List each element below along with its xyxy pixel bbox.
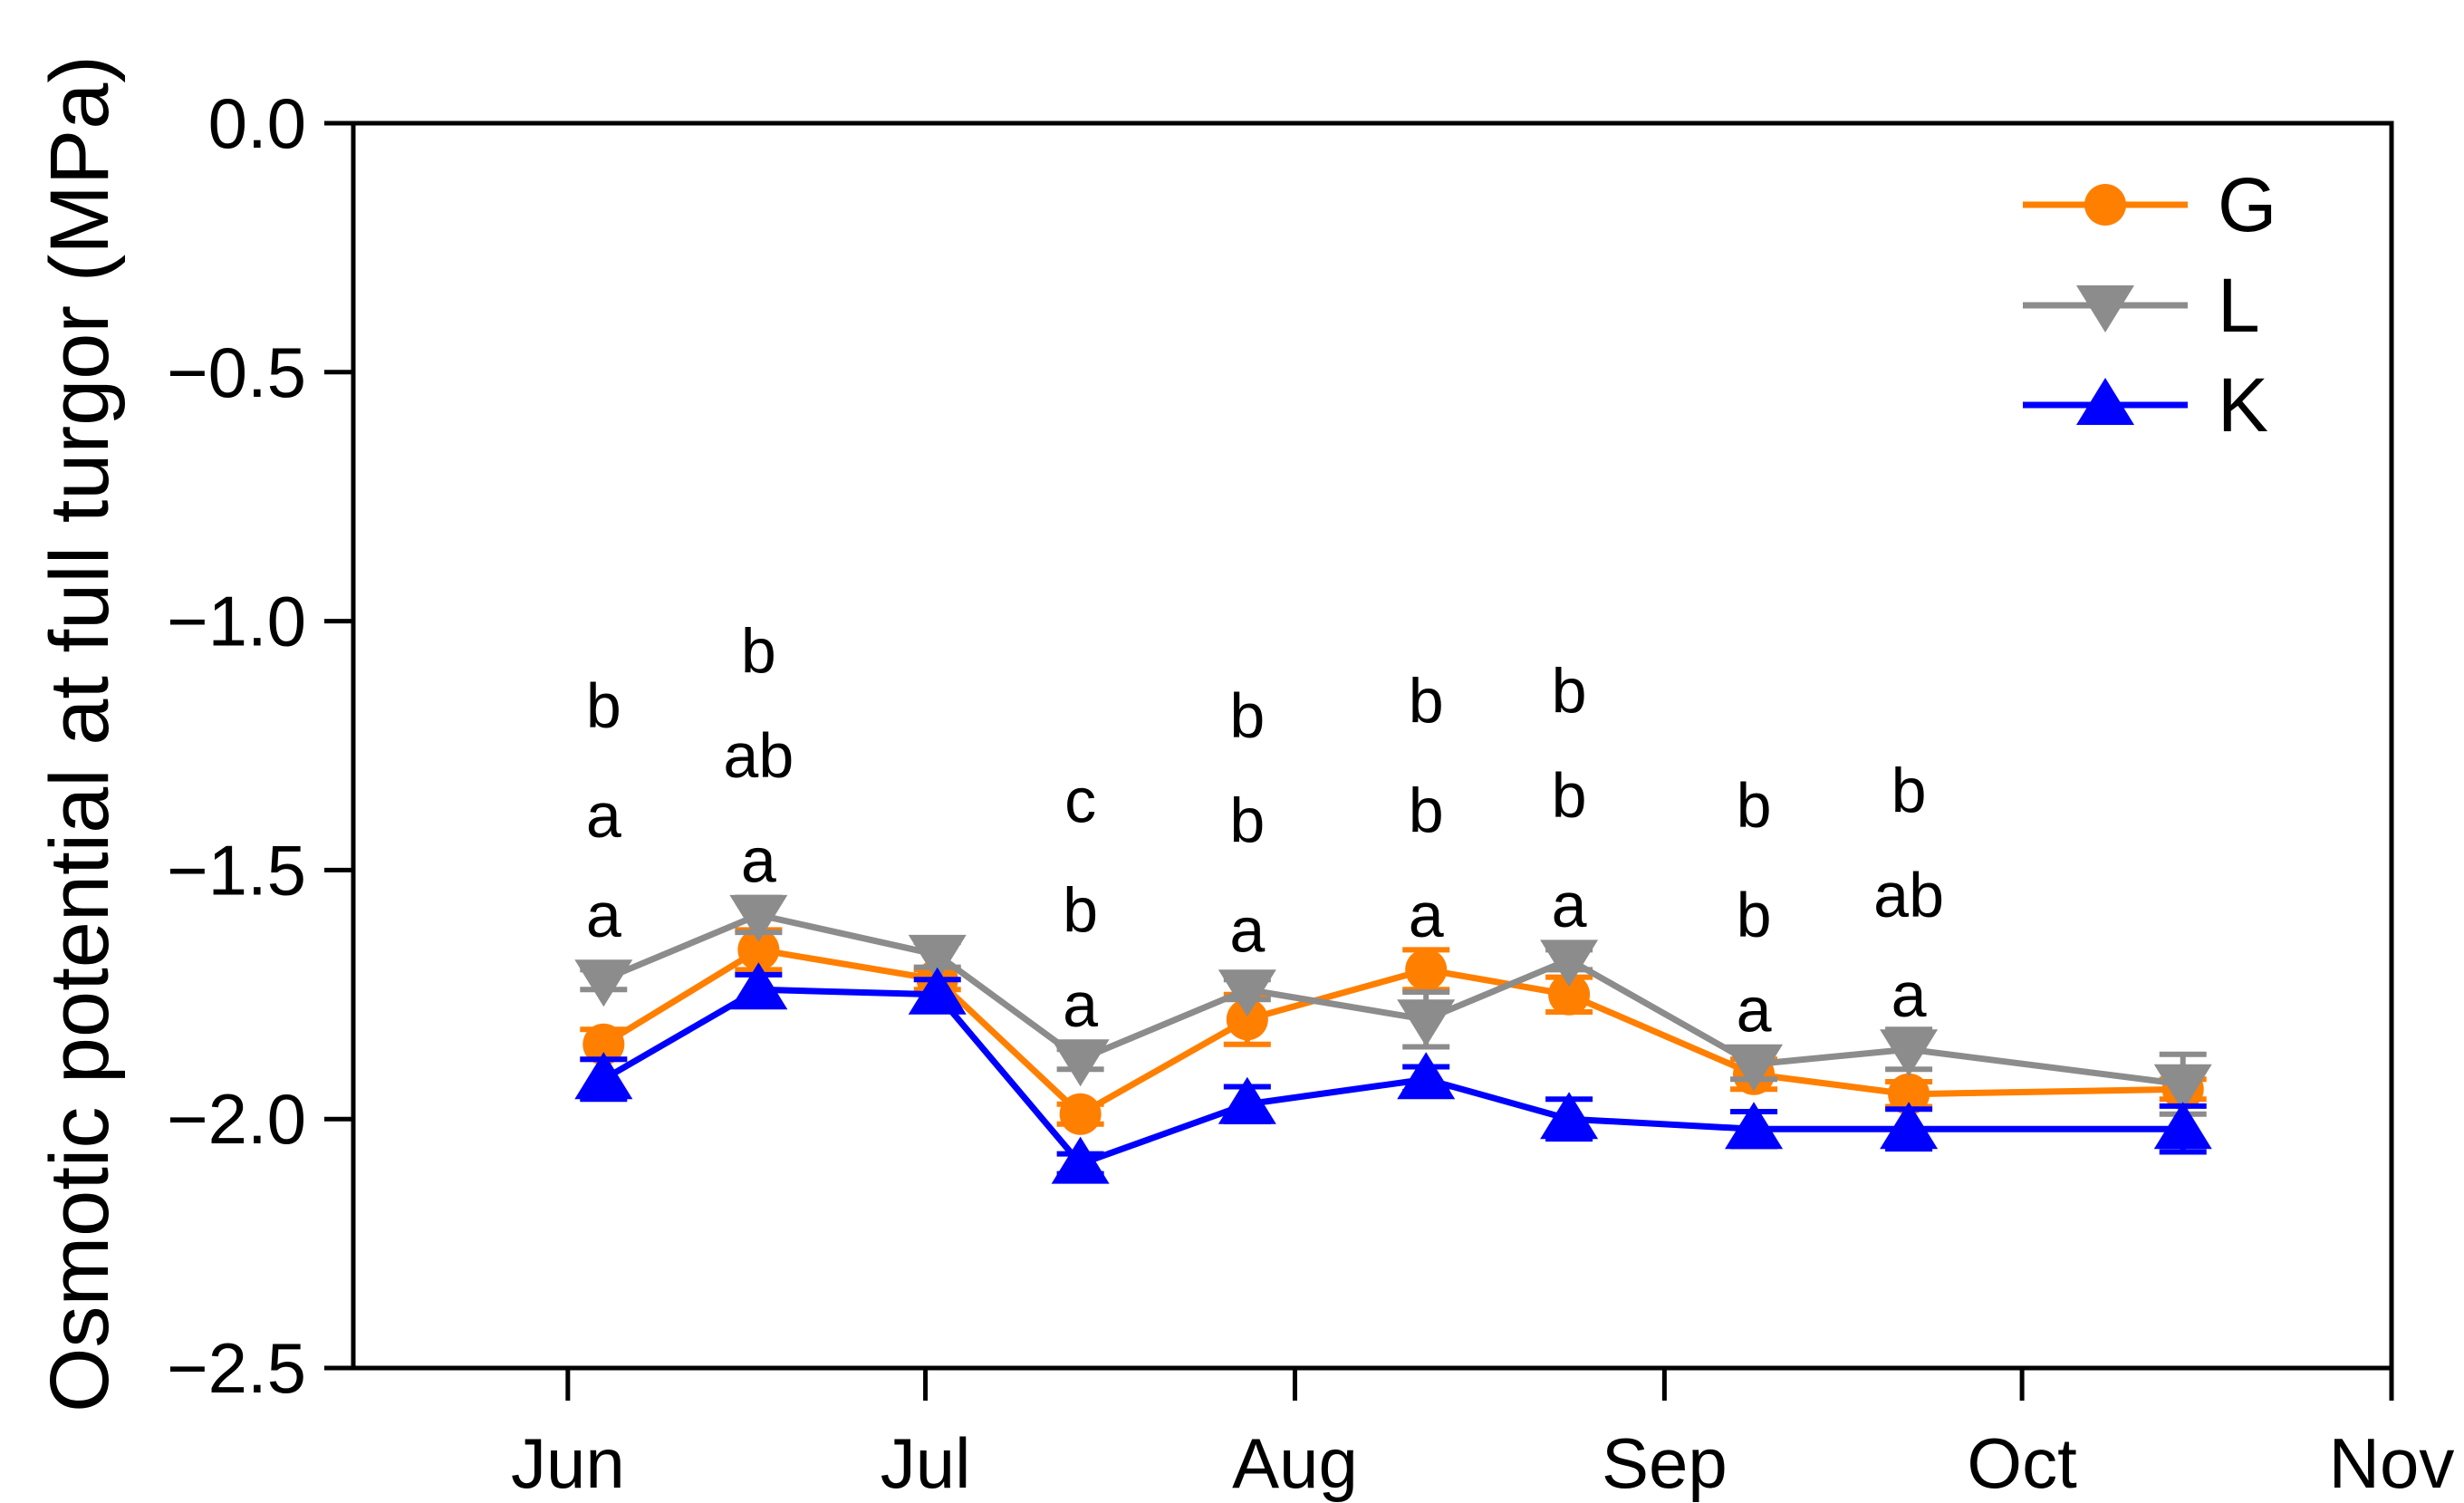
data-point-marker-K (908, 967, 967, 1015)
x-tick-label: Nov (2329, 1423, 2455, 1503)
significance-letter: ab (1873, 860, 1944, 930)
significance-letter: a (741, 824, 776, 895)
significance-letter: a (586, 780, 621, 851)
significance-letter: a (1891, 959, 1927, 1030)
significance-letter: b (1229, 680, 1265, 751)
data-point-marker-K (2153, 1102, 2212, 1150)
y-axis-title: Osmotic potential at full turgor (MPa) (34, 55, 126, 1412)
significance-letter: b (1409, 666, 1444, 737)
data-point-marker-G (1405, 949, 1448, 991)
significance-letter: c (1064, 765, 1096, 835)
data-point-marker-L (908, 934, 967, 982)
data-point-marker-G (1888, 1073, 1930, 1115)
series-K (574, 962, 2212, 1184)
legend-label: L (2218, 263, 2260, 348)
data-point-marker-G (1548, 973, 1591, 1016)
significance-letter: b (1409, 775, 1444, 845)
data-point-marker-L (2153, 1064, 2212, 1112)
y-tick-label: 0.0 (208, 83, 306, 163)
legend-label: K (2218, 362, 2268, 448)
significance-letter: b (741, 616, 776, 687)
data-point-marker-G (1226, 998, 1268, 1041)
y-tick-label: −2.5 (167, 1328, 306, 1408)
data-point-marker-L (1880, 1029, 1939, 1077)
data-point-marker-K (1540, 1092, 1599, 1140)
data-point-marker-K (1397, 1052, 1456, 1100)
series-line-G (602, 946, 2183, 1118)
significance-letter: a (1063, 969, 1098, 1040)
data-point-marker-G (1059, 1093, 1102, 1135)
significance-letter: b (1552, 760, 1587, 831)
significance-letter: a (1737, 974, 1772, 1045)
legend-marker-triangle-down (2076, 285, 2134, 332)
legend-entry-G: G (2023, 162, 2276, 247)
data-point-marker-G (582, 1023, 625, 1065)
data-point-marker-K (1051, 1136, 1110, 1184)
significance-letter: a (1229, 894, 1265, 965)
x-tick-label: Sep (1602, 1423, 1728, 1503)
data-point-marker-K (1880, 1102, 1939, 1150)
plot-border (351, 120, 2394, 1371)
data-point-marker-L (1725, 1044, 1784, 1092)
legend: GLK (2023, 162, 2276, 448)
data-point-marker-L (729, 894, 788, 942)
significance-letter: a (1409, 880, 1444, 950)
significance-letter: b (586, 670, 621, 741)
significance-letter: a (1552, 870, 1587, 940)
legend-label: G (2218, 162, 2276, 247)
series-G (580, 927, 2207, 1135)
x-tick-label: Jul (881, 1423, 971, 1503)
legend-marker-circle (2084, 184, 2126, 226)
x-tick-label: Oct (1967, 1423, 2077, 1503)
data-point-marker-K (729, 962, 788, 1010)
x-tick-label: Aug (1232, 1423, 1358, 1503)
significance-letter: b (1063, 874, 1098, 945)
legend-marker-triangle-up (2076, 378, 2134, 425)
significance-letter: ab (723, 720, 794, 791)
y-tick-label: −1.5 (167, 830, 306, 910)
y-tick-label: −0.5 (167, 332, 306, 412)
significance-letter: b (1891, 755, 1927, 825)
data-point-marker-L (1218, 969, 1276, 1017)
data-point-marker-K (1218, 1076, 1276, 1124)
series-line-L (602, 911, 2184, 1088)
data-point-marker-L (1540, 939, 1599, 988)
y-tick-label: −2.0 (167, 1079, 306, 1159)
data-point-marker-G (737, 929, 780, 971)
legend-entry-L: L (2023, 263, 2260, 348)
data-point-marker-L (1051, 1039, 1110, 1087)
significance-letter: b (1229, 785, 1265, 855)
y-tick-label: −1.0 (167, 582, 306, 661)
data-point-marker-K (574, 1052, 633, 1100)
x-tick-label: Jun (511, 1423, 625, 1503)
legend-entry-K: K (2023, 362, 2268, 448)
data-point-marker-L (574, 959, 633, 1007)
series-L (574, 894, 2212, 1117)
series-line-K (602, 986, 2183, 1168)
significance-letter: b (1552, 656, 1587, 727)
data-point-marker-K (1725, 1102, 1784, 1150)
significance-letter: b (1737, 770, 1772, 841)
significance-letter: b (1737, 880, 1772, 950)
data-point-marker-L (1397, 999, 1456, 1047)
significance-letter: a (586, 880, 621, 950)
